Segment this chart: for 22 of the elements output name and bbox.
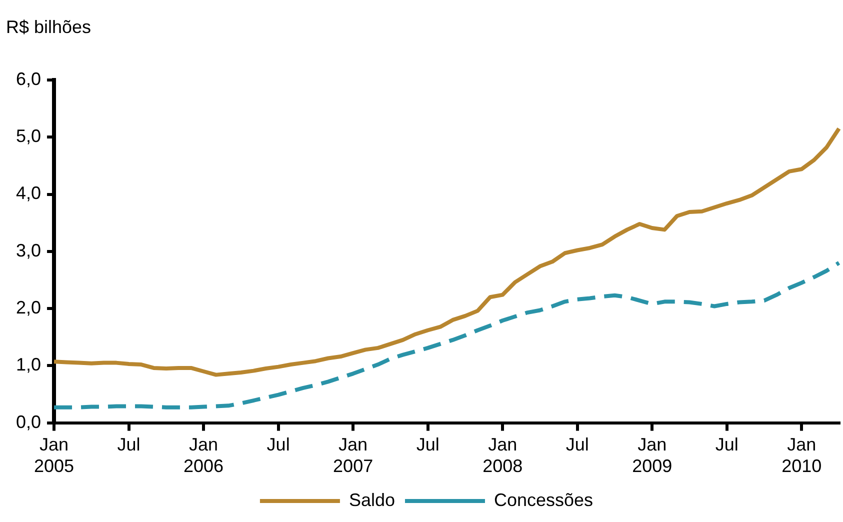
x-tick-label: Jul <box>566 434 589 455</box>
y-tick-label: 0,0 <box>16 412 42 432</box>
x-tick-label: Jan 2008 <box>482 434 523 476</box>
y-tick-label: 5,0 <box>16 126 42 146</box>
legend-label: Saldo <box>348 490 395 510</box>
x-tick-label: Jul <box>117 434 140 455</box>
x-tick-label: Jan 2006 <box>184 434 224 476</box>
y-tick-label: 6,0 <box>16 68 42 89</box>
line-series <box>52 260 841 410</box>
y-tick-label: 1,0 <box>16 354 42 375</box>
x-tick-label: Jan 2010 <box>782 434 822 476</box>
y-tick-label: 2,0 <box>16 298 42 318</box>
y-tick-label: 3,0 <box>16 240 42 260</box>
y-tick-label: 4,0 <box>16 183 42 204</box>
x-tick-label: Jul <box>266 434 290 455</box>
x-tick-label: Jan 2005 <box>34 434 74 476</box>
x-tick-label: Jul <box>715 434 738 455</box>
legend-label: Concessões <box>494 490 594 510</box>
y-axis-title: R$ bilhões <box>6 16 92 37</box>
x-tick-label: Jan 2007 <box>333 434 374 476</box>
x-tick-label: Jan 2009 <box>632 434 672 476</box>
x-tick-label: Jul <box>416 434 440 455</box>
